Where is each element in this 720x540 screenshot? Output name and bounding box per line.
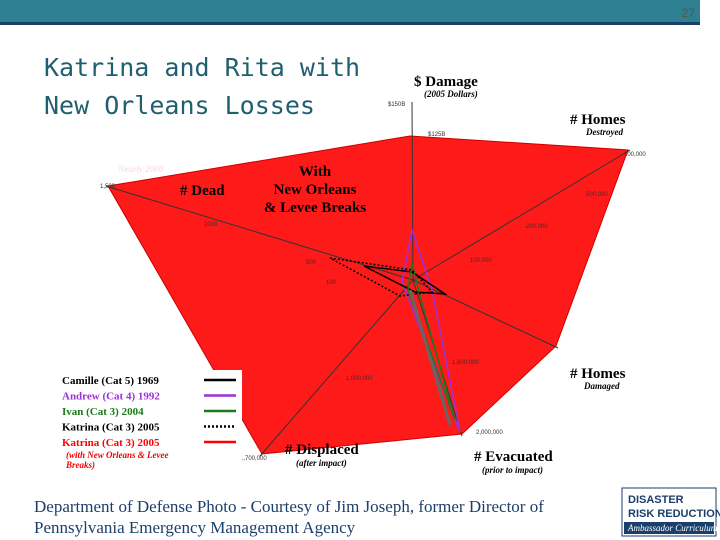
legend-label: Camille (Cat 5) 1969 xyxy=(62,375,159,387)
tick-label: 500,000 xyxy=(586,192,608,198)
axis-label: # Dead xyxy=(180,183,225,199)
page-number: 27 xyxy=(682,6,696,20)
tick-label: 500 xyxy=(306,260,317,266)
tick-label: 100,000 xyxy=(624,152,646,158)
inner-polygons xyxy=(329,227,461,433)
axis-sublabel: (2005 Dollars) xyxy=(424,89,478,99)
tick-labels: $150B $125B 1,500 1000 500 100 100,000 500,000 2… xyxy=(100,102,646,462)
caption: Department of Defense Photo - Courtesy o… xyxy=(34,497,544,516)
legend-label: Ivan (Cat 3) 2004 xyxy=(62,406,144,418)
axis-label: # Homes xyxy=(570,366,626,382)
axis-sublabel: Damaged xyxy=(583,381,620,391)
legend-note: (with New Orleans & Levee xyxy=(66,450,169,460)
logo-text: DISASTER xyxy=(628,494,684,506)
title: Katrina and Rita with xyxy=(44,53,360,82)
annotation: Nearly 2000 xyxy=(117,164,164,174)
tick-label: 1,600,000 xyxy=(452,360,479,366)
legend-label: Katrina (Cat 3) 2005 xyxy=(62,422,160,434)
top-bar xyxy=(0,0,700,22)
axis-sublabel: Destroyed xyxy=(585,127,623,137)
axis-label: # Homes xyxy=(570,112,626,128)
tick-label: $125B xyxy=(428,132,445,138)
tick-label: 200,000 xyxy=(526,224,548,230)
axis-label: # Displaced xyxy=(285,442,359,458)
center-note: With xyxy=(299,164,332,180)
center-note: & Levee Breaks xyxy=(264,200,366,216)
tick-label: 1,700,000 xyxy=(240,456,267,462)
legend-label: Katrina (Cat 3) 2005 xyxy=(62,437,160,449)
tick-label: 100 xyxy=(326,280,337,286)
legend: Camille (Cat 5) 1969 Andrew (Cat 4) 1992 I… xyxy=(62,375,236,449)
axis-label: # Evacuated xyxy=(474,449,553,465)
axes xyxy=(105,101,631,457)
axis-sublabel: (prior to impact) xyxy=(482,465,543,475)
tick-label: 1,500 xyxy=(100,184,116,190)
tick-label: $150B xyxy=(388,102,405,108)
axis-label: $ Damage xyxy=(414,74,478,90)
caption: Pennsylvania Emergency Management Agency xyxy=(34,518,356,537)
title: New Orleans Losses xyxy=(44,91,315,120)
tick-label: 2,000,000 xyxy=(476,430,503,436)
top-rule xyxy=(0,22,700,25)
caption-box xyxy=(0,484,720,540)
center-note: New Orleans xyxy=(274,182,357,198)
logo-text: RISK REDUCTION xyxy=(628,508,720,520)
axis-sublabel: (after impact) xyxy=(296,458,347,468)
legend-box xyxy=(56,370,242,474)
tick-label: 1,000,000 xyxy=(346,376,373,382)
logo-text: Ambassador Curriculum xyxy=(627,523,718,533)
logo-band xyxy=(624,522,714,534)
legend-note: Breaks) xyxy=(65,460,95,470)
tick-label: 1000 xyxy=(204,222,218,228)
legend-label: Andrew (Cat 4) 1992 xyxy=(62,391,160,403)
tick-label: 100,000 xyxy=(470,258,492,264)
